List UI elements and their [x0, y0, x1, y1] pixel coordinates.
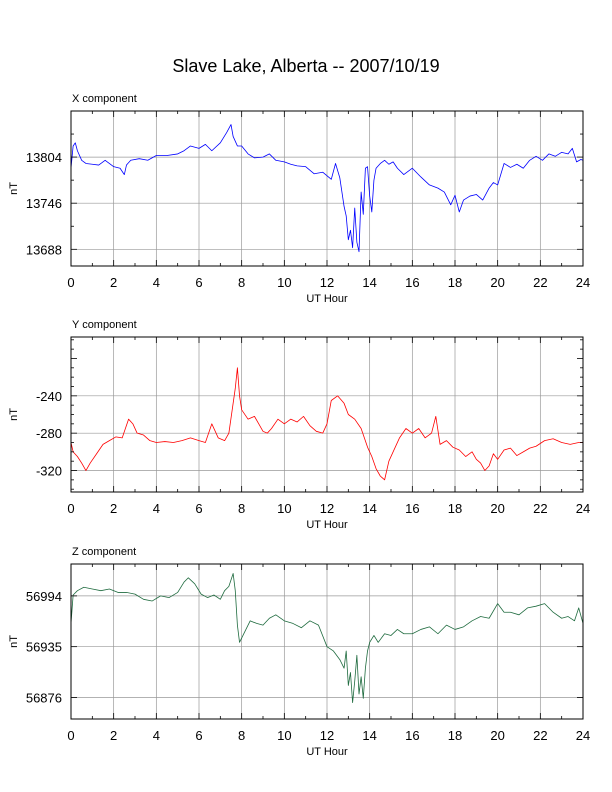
x-tick-label: 2 [110, 501, 117, 516]
x-tick-label: 6 [195, 728, 202, 743]
x-tick-label: 20 [490, 501, 504, 516]
y-tick-label: 56994 [26, 589, 62, 604]
y-tick-label: 56876 [26, 690, 62, 705]
x-axis-label: UT Hour [306, 746, 348, 758]
y-axis-label: nT [8, 182, 20, 195]
x-tick-label: 12 [320, 728, 334, 743]
series-line [70, 573, 584, 704]
series-line [70, 124, 584, 253]
x-tick-label: 0 [67, 728, 74, 743]
x-tick-label: 14 [362, 501, 376, 516]
x-tick-label: 16 [405, 501, 419, 516]
x-tick-label: 24 [576, 728, 590, 743]
x-tick-label: 20 [490, 275, 504, 290]
x-tick-label: 2 [110, 275, 117, 290]
x-tick-label: 20 [490, 728, 504, 743]
x-tick-label: 6 [195, 501, 202, 516]
x-tick-label: 4 [153, 275, 160, 290]
x-tick-label: 24 [576, 501, 590, 516]
x-tick-label: 0 [67, 501, 74, 516]
x-tick-label: 8 [238, 501, 245, 516]
x-tick-label: 4 [153, 501, 160, 516]
x-tick-label: 2 [110, 728, 117, 743]
y-tick-label: -240 [36, 389, 62, 404]
x-tick-label: 18 [448, 275, 462, 290]
x-tick-label: 14 [362, 728, 376, 743]
x-tick-label: 16 [405, 275, 419, 290]
x-axis-label: UT Hour [306, 519, 348, 531]
x-tick-label: 8 [238, 275, 245, 290]
x-tick-label: 12 [320, 501, 334, 516]
x-tick-label: 18 [448, 728, 462, 743]
x-tick-label: 22 [533, 275, 547, 290]
y-tick-label: 56935 [26, 640, 62, 655]
series-line [70, 367, 583, 481]
y-axis-label: nT [8, 408, 20, 421]
x-tick-label: 8 [238, 728, 245, 743]
y-tick-label: -320 [36, 464, 62, 479]
page-title: Slave Lake, Alberta -- 2007/10/19 [172, 56, 440, 76]
x-tick-label: 16 [405, 728, 419, 743]
x-tick-label: 10 [277, 728, 291, 743]
y-tick-label: 13688 [26, 242, 62, 257]
x-tick-label: 24 [576, 275, 590, 290]
y-tick-label: 13804 [26, 150, 62, 165]
x-axis-label: UT Hour [306, 293, 348, 305]
y-tick-label: -280 [36, 426, 62, 441]
x-tick-label: 10 [277, 275, 291, 290]
y-tick-label: 13746 [26, 196, 62, 211]
x-tick-label: 22 [533, 728, 547, 743]
x-tick-label: 12 [320, 275, 334, 290]
y-axis-label: nT [8, 635, 20, 648]
x-tick-label: 10 [277, 501, 291, 516]
x-tick-label: 14 [362, 275, 376, 290]
x-tick-label: 22 [533, 501, 547, 516]
x-tick-label: 4 [153, 728, 160, 743]
x-tick-label: 18 [448, 501, 462, 516]
x-tick-label: 0 [67, 275, 74, 290]
x-tick-label: 6 [195, 275, 202, 290]
panel-title: Z component [72, 546, 136, 558]
panel-title: X component [72, 93, 137, 105]
panel-title: Y component [72, 319, 137, 331]
